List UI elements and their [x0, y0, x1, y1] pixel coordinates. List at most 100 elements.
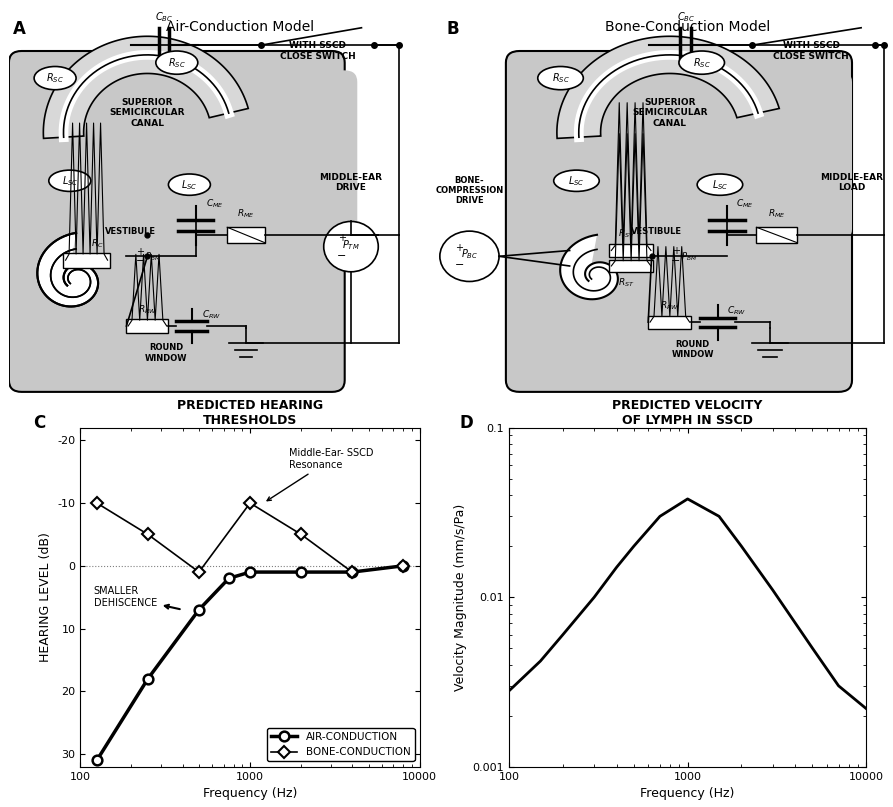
FancyBboxPatch shape — [127, 319, 169, 333]
Text: BONE-
COMPRESSION
DRIVE: BONE- COMPRESSION DRIVE — [435, 176, 504, 205]
FancyBboxPatch shape — [610, 244, 653, 257]
Text: −: − — [337, 250, 346, 261]
Text: $L_{SC}$: $L_{SC}$ — [568, 174, 585, 188]
Text: $R_{RW}$: $R_{RW}$ — [660, 299, 680, 312]
Text: C: C — [33, 414, 46, 433]
Text: $R_{SC}$: $R_{SC}$ — [552, 71, 570, 85]
Text: $R_{SC}$: $R_{SC}$ — [168, 56, 186, 69]
Polygon shape — [557, 36, 780, 138]
BONE-CONDUCTION — [245, 498, 255, 508]
Text: −: − — [455, 260, 464, 270]
FancyBboxPatch shape — [756, 228, 797, 243]
Text: $L_{SC}$: $L_{SC}$ — [712, 178, 728, 191]
Ellipse shape — [697, 174, 743, 195]
Y-axis label: Velocity Magnitude (mm/s/Pa): Velocity Magnitude (mm/s/Pa) — [454, 504, 467, 691]
Text: −: − — [136, 256, 145, 266]
Ellipse shape — [679, 51, 724, 74]
Text: Air-Conduction Model: Air-Conduction Model — [166, 20, 313, 34]
Text: $C_{RW}$: $C_{RW}$ — [202, 308, 221, 320]
Text: A: A — [13, 20, 26, 38]
FancyBboxPatch shape — [505, 51, 852, 392]
Text: $R_{RW}$: $R_{RW}$ — [138, 303, 157, 316]
Title: PREDICTED VELOCITY
OF LYMPH IN SSCD: PREDICTED VELOCITY OF LYMPH IN SSCD — [613, 399, 763, 427]
Text: MIDDLE-EAR
LOAD: MIDDLE-EAR LOAD — [821, 173, 883, 192]
Text: $P_{BC}$: $P_{BC}$ — [461, 248, 478, 261]
Ellipse shape — [538, 66, 583, 90]
Text: $P_{BM}$: $P_{BM}$ — [146, 250, 162, 262]
Circle shape — [323, 221, 379, 272]
Text: +: + — [455, 243, 463, 253]
BONE-CONDUCTION — [143, 529, 154, 539]
Text: D: D — [459, 414, 472, 433]
Polygon shape — [44, 36, 248, 138]
FancyBboxPatch shape — [648, 316, 691, 328]
Ellipse shape — [49, 170, 91, 191]
AIR-CONDUCTION — [346, 567, 357, 577]
BONE-CONDUCTION — [194, 567, 204, 577]
Ellipse shape — [554, 170, 599, 191]
BONE-CONDUCTION — [398, 561, 409, 571]
AIR-CONDUCTION — [398, 561, 409, 571]
Ellipse shape — [169, 174, 211, 195]
Polygon shape — [560, 235, 618, 299]
Text: Middle-Ear- SSCD
Resonance: Middle-Ear- SSCD Resonance — [267, 449, 373, 500]
Line: AIR-CONDUCTION: AIR-CONDUCTION — [92, 561, 408, 765]
Text: SMALLER
DEHISCENCE: SMALLER DEHISCENCE — [94, 587, 179, 609]
Text: B: B — [446, 20, 459, 38]
Text: Bone-Conduction Model: Bone-Conduction Model — [605, 20, 771, 34]
Legend: AIR-CONDUCTION, BONE-CONDUCTION: AIR-CONDUCTION, BONE-CONDUCTION — [267, 728, 414, 762]
Text: $R_{ME}$: $R_{ME}$ — [768, 207, 786, 220]
BONE-CONDUCTION — [296, 529, 306, 539]
Text: $R_C$: $R_C$ — [91, 238, 104, 250]
Text: WITH SSCD
CLOSE SWITCH: WITH SSCD CLOSE SWITCH — [280, 41, 355, 61]
Y-axis label: HEARING LEVEL (dB): HEARING LEVEL (dB) — [38, 533, 52, 662]
Text: $P_{TM}$: $P_{TM}$ — [342, 238, 360, 252]
Text: +: + — [137, 247, 145, 257]
X-axis label: Frequency (Hz): Frequency (Hz) — [640, 787, 735, 800]
FancyBboxPatch shape — [765, 70, 852, 240]
Ellipse shape — [156, 51, 198, 74]
Ellipse shape — [34, 66, 76, 90]
FancyBboxPatch shape — [269, 70, 357, 240]
Text: $R_{SV}$: $R_{SV}$ — [618, 228, 635, 240]
Text: SUPERIOR
SEMICIRCULAR
CANAL: SUPERIOR SEMICIRCULAR CANAL — [632, 98, 707, 128]
BONE-CONDUCTION — [91, 498, 102, 508]
Text: $R_{ME}$: $R_{ME}$ — [238, 207, 255, 220]
Text: $C_{BC}$: $C_{BC}$ — [677, 10, 695, 24]
AIR-CONDUCTION — [91, 755, 102, 765]
BONE-CONDUCTION — [346, 567, 357, 577]
Text: +: + — [672, 246, 680, 257]
Polygon shape — [38, 233, 98, 307]
Text: ROUND
WINDOW: ROUND WINDOW — [145, 344, 188, 363]
Text: $R_{SC}$: $R_{SC}$ — [693, 56, 711, 69]
Text: $L_{SC}$: $L_{SC}$ — [62, 174, 78, 188]
FancyBboxPatch shape — [9, 51, 345, 392]
Text: ROUND
WINDOW: ROUND WINDOW — [672, 340, 714, 359]
Text: VESTIBULE: VESTIBULE — [105, 227, 156, 236]
Text: $P_{BM}$: $P_{BM}$ — [681, 250, 697, 262]
FancyBboxPatch shape — [610, 260, 653, 273]
Text: $C_{ME}$: $C_{ME}$ — [206, 198, 224, 211]
Text: WITH SSCD
CLOSE SWITCH: WITH SSCD CLOSE SWITCH — [773, 41, 849, 61]
FancyBboxPatch shape — [227, 228, 265, 243]
Text: −: − — [671, 257, 680, 266]
Text: $C_{ME}$: $C_{ME}$ — [736, 198, 754, 211]
X-axis label: Frequency (Hz): Frequency (Hz) — [203, 787, 297, 800]
AIR-CONDUCTION — [245, 567, 255, 577]
AIR-CONDUCTION — [194, 605, 204, 615]
FancyBboxPatch shape — [63, 253, 110, 268]
Text: $C_{BC}$: $C_{BC}$ — [155, 10, 173, 24]
Text: +: + — [338, 232, 346, 243]
Text: $R_{SC}$: $R_{SC}$ — [46, 71, 64, 85]
Text: SUPERIOR
SEMICIRCULAR
CANAL: SUPERIOR SEMICIRCULAR CANAL — [110, 98, 185, 128]
Text: $C_{RW}$: $C_{RW}$ — [727, 304, 746, 317]
Circle shape — [440, 231, 499, 282]
AIR-CONDUCTION — [223, 574, 234, 583]
Text: MIDDLE-EAR
DRIVE: MIDDLE-EAR DRIVE — [320, 173, 382, 192]
Text: VESTIBULE: VESTIBULE — [630, 227, 681, 236]
Text: $R_{ST}$: $R_{ST}$ — [618, 276, 635, 289]
Title: PREDICTED HEARING
THRESHOLDS: PREDICTED HEARING THRESHOLDS — [177, 399, 323, 427]
Text: $L_{SC}$: $L_{SC}$ — [181, 178, 197, 191]
Line: BONE-CONDUCTION: BONE-CONDUCTION — [93, 499, 407, 576]
AIR-CONDUCTION — [296, 567, 306, 577]
